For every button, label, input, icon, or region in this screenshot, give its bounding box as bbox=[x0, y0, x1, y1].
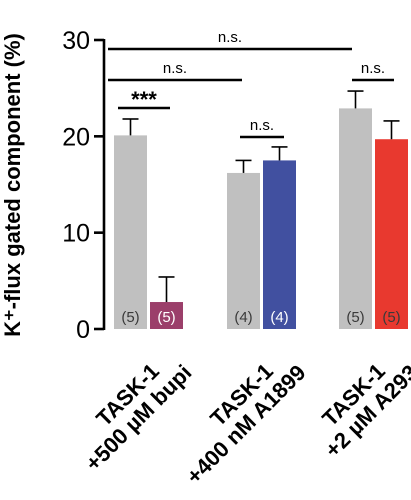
n-label-0: (5) bbox=[121, 309, 139, 326]
bar-5 bbox=[375, 139, 408, 329]
y-axis: 0 10 20 30 bbox=[62, 27, 106, 344]
category-label-0: TASK-1+500 µM bupi bbox=[80, 358, 196, 476]
significance-brackets: *** n.s. n.s. n.s. n.s. bbox=[108, 29, 394, 139]
n-label-1: (5) bbox=[157, 309, 175, 326]
bar-0 bbox=[114, 135, 147, 329]
sig-label-2: n.s. bbox=[361, 60, 385, 77]
y-tick-label-2: 20 bbox=[62, 123, 90, 151]
bar-1 bbox=[150, 302, 183, 329]
y-tick-label-3: 30 bbox=[62, 27, 90, 55]
y-tick-label-0: 0 bbox=[76, 316, 90, 344]
bars: (5) (5) (4) (4) (5) (5) bbox=[114, 90, 408, 329]
sig-label-1: n.s. bbox=[250, 117, 274, 134]
category-label-2: TASK-1+2 µM A293 bbox=[317, 358, 411, 462]
n-label-2: (4) bbox=[234, 309, 252, 326]
category-label-1: TASK-1+400 nM A1899 bbox=[181, 358, 310, 489]
sig-label-3: n.s. bbox=[163, 60, 187, 77]
y-axis-label: K⁺-flux gated component (%) bbox=[0, 33, 25, 337]
n-label-5: (5) bbox=[382, 309, 400, 326]
n-label-4: (5) bbox=[346, 309, 364, 326]
n-label-3: (4) bbox=[270, 309, 288, 326]
sig-label-4: n.s. bbox=[218, 29, 242, 46]
bar-4 bbox=[339, 108, 372, 329]
bar-2 bbox=[227, 172, 260, 329]
category-labels: TASK-1+500 µM bupi TASK-1+400 nM A1899 TAS… bbox=[80, 358, 411, 489]
y-tick-label-1: 10 bbox=[62, 220, 90, 248]
bar-3 bbox=[263, 160, 296, 329]
sig-label-0: *** bbox=[131, 87, 157, 112]
